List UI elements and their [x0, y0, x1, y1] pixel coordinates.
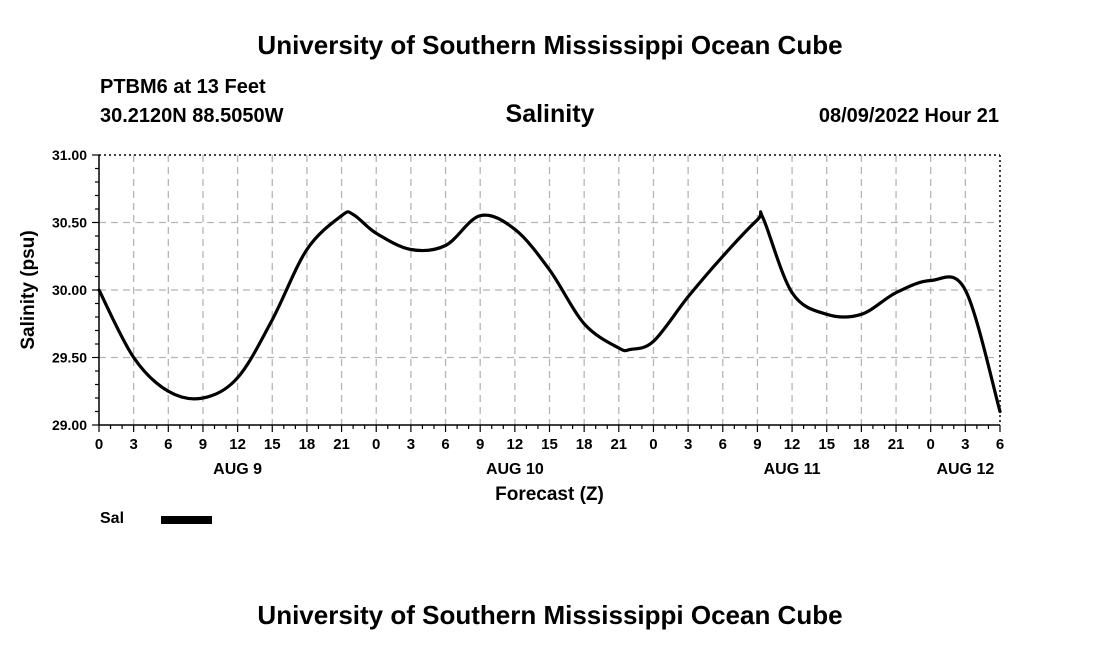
grid [99, 155, 1000, 425]
x-tick-label: 0 [95, 436, 103, 453]
x-tick-label: 15 [541, 436, 558, 453]
x-tick-label: 6 [719, 436, 727, 453]
y-tick-label: 29.50 [52, 350, 87, 366]
x-tick-label: 6 [441, 436, 449, 453]
x-tick-label: 15 [818, 436, 835, 453]
x-tick-label: 12 [507, 436, 524, 453]
x-tick-label: 18 [299, 436, 316, 453]
y-tick-label: 31.00 [52, 147, 87, 163]
x-tick-label: 18 [853, 436, 870, 453]
y-tick-label: 30.50 [52, 215, 87, 231]
x-tick-label: 9 [199, 436, 207, 453]
x-tick-label: 0 [649, 436, 657, 453]
x-tick-label: 21 [610, 436, 627, 453]
x-tick-label: 9 [753, 436, 761, 453]
x-tick-label: 3 [129, 436, 137, 453]
date-label: AUG 11 [764, 461, 821, 478]
x-tick-label: 0 [372, 436, 380, 453]
series-line-sal [97, 210, 1002, 414]
x-tick-label: 3 [407, 436, 415, 453]
date-label: AUG 9 [213, 461, 262, 478]
chart-title-top: University of Southern Mississippi Ocean… [257, 30, 843, 60]
x-tick-label: 12 [784, 436, 801, 453]
axis-labels: 29.00 29.50 30.00 30.50 31.00 0 3 6 9 12 15 18 21 0 3 6… [18, 147, 1004, 505]
x-tick-label: 3 [684, 436, 692, 453]
forecast-datetime: 08/09/2022 Hour 21 [818, 105, 999, 127]
x-tick-label: 0 [927, 436, 935, 453]
x-tick-label: 15 [264, 436, 281, 453]
legend-label: Sal [100, 510, 125, 527]
station-label: PTBM6 at 13 Feet [100, 76, 266, 98]
date-label: AUG 12 [936, 461, 994, 478]
x-tick-label: 21 [333, 436, 350, 453]
x-tick-label: 12 [229, 436, 246, 453]
chart-subtitle: Salinity [505, 100, 595, 128]
x-tick-label: 6 [164, 436, 172, 453]
x-tick-label: 3 [961, 436, 969, 453]
x-axis-title: Forecast (Z) [495, 484, 604, 505]
y-tick-label: 30.00 [52, 282, 87, 298]
legend-swatch [161, 516, 212, 524]
chart-title-bottom: University of Southern Mississippi Ocean… [257, 600, 843, 630]
date-label: AUG 10 [486, 461, 544, 478]
y-axis-title: Salinity (psu) [18, 230, 39, 349]
x-tick-label: 18 [576, 436, 593, 453]
series [97, 210, 1002, 414]
x-tick-label: 6 [996, 436, 1004, 453]
y-tick-label: 29.00 [52, 417, 87, 433]
x-tick-label: 9 [476, 436, 484, 453]
station-coordinates: 30.2120N 88.5050W [100, 105, 284, 127]
axes [92, 154, 1001, 432]
x-tick-label: 21 [888, 436, 905, 453]
